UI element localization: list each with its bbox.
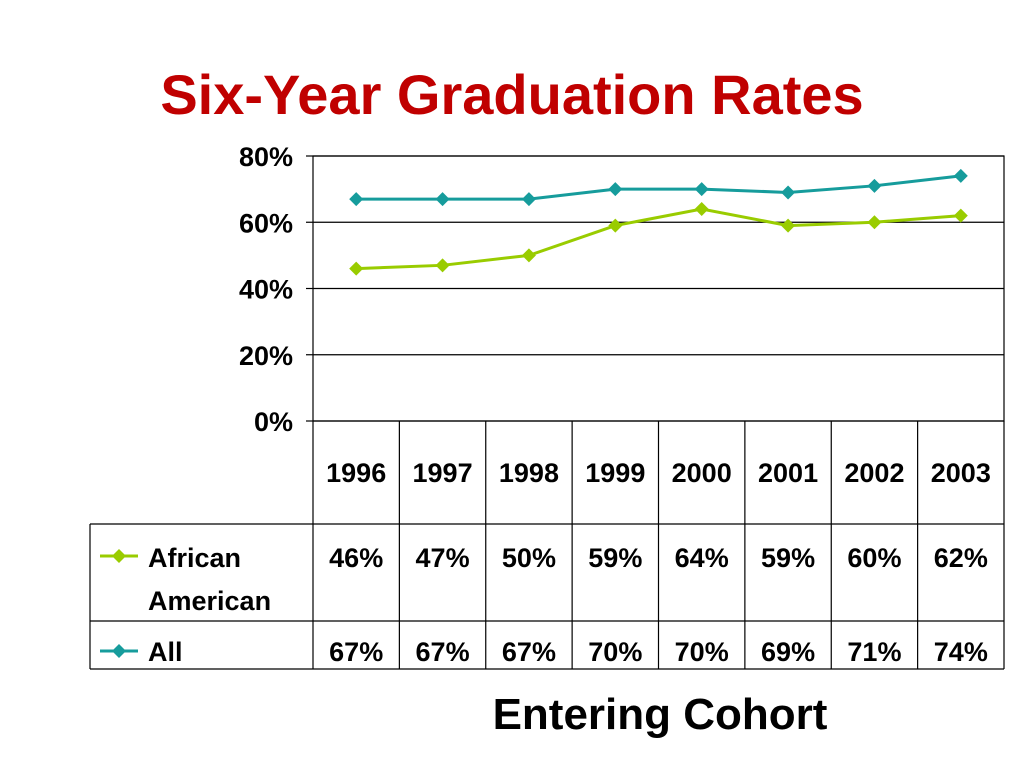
data-point <box>953 168 968 183</box>
x-tick-label: 2003 <box>931 458 991 488</box>
legend-series-name: American <box>148 586 271 616</box>
data-table-cell: 47% <box>416 543 470 573</box>
y-tick-label: 40% <box>239 275 293 305</box>
gridlines <box>306 155 1005 422</box>
x-tick-label: 2000 <box>672 458 732 488</box>
legend-series-name: African <box>148 543 241 573</box>
data-point <box>867 215 882 230</box>
data-table-cell: 62% <box>934 543 988 573</box>
y-tick-label: 60% <box>239 208 293 238</box>
x-axis-label: Entering Cohort <box>492 690 828 739</box>
series-line <box>356 207 961 271</box>
data-point <box>349 192 364 207</box>
series-line <box>356 174 961 201</box>
data-table-cell: 69% <box>761 637 815 667</box>
data-point <box>349 261 364 276</box>
x-tick-label: 2001 <box>758 458 818 488</box>
data-table-cell: 70% <box>675 637 729 667</box>
data-point <box>953 208 968 223</box>
data-table-cell: 67% <box>329 637 383 667</box>
data-point <box>521 248 536 263</box>
data-table-cell: 67% <box>416 637 470 667</box>
data-table-cell: 71% <box>847 637 901 667</box>
chart-title: Six-Year Graduation Rates <box>160 63 864 126</box>
data-table-cell: 67% <box>502 637 556 667</box>
data-table-cell: 70% <box>588 637 642 667</box>
legend-key-marker <box>112 549 126 563</box>
data-table-cell: 74% <box>934 637 988 667</box>
data-point <box>435 258 450 273</box>
y-tick-label: 20% <box>239 341 293 371</box>
y-tick-label: 0% <box>254 407 293 437</box>
data-table-cell: 60% <box>847 543 901 573</box>
data-point <box>867 178 882 193</box>
data-table-cell: 46% <box>329 543 383 573</box>
series-lines <box>349 168 968 276</box>
x-tick-label: 1996 <box>326 458 386 488</box>
data-point <box>608 182 623 197</box>
data-table-cell: 50% <box>502 543 556 573</box>
y-axis-ticks: 0% 20% 40% 60% 80% <box>239 142 293 437</box>
x-tick-label: 1998 <box>499 458 559 488</box>
data-table-cell: 59% <box>588 543 642 573</box>
legend-series-name: All <box>148 637 183 667</box>
data-point <box>435 192 450 207</box>
data-point <box>781 218 796 233</box>
data-table-cell: 59% <box>761 543 815 573</box>
data-table-cell: 64% <box>675 543 729 573</box>
x-tick-label: 2002 <box>844 458 904 488</box>
data-table: 1996 1997 1998 1999 2000 2001 2002 2003 African A… <box>89 421 1005 670</box>
x-tick-label: 1997 <box>413 458 473 488</box>
legend-key-marker <box>112 644 126 658</box>
data-point <box>694 202 709 216</box>
x-tick-label: 1999 <box>585 458 645 488</box>
data-point <box>608 218 623 233</box>
data-point <box>781 185 796 200</box>
y-tick-label: 80% <box>239 142 293 172</box>
data-point <box>521 192 536 207</box>
data-point <box>694 182 709 197</box>
